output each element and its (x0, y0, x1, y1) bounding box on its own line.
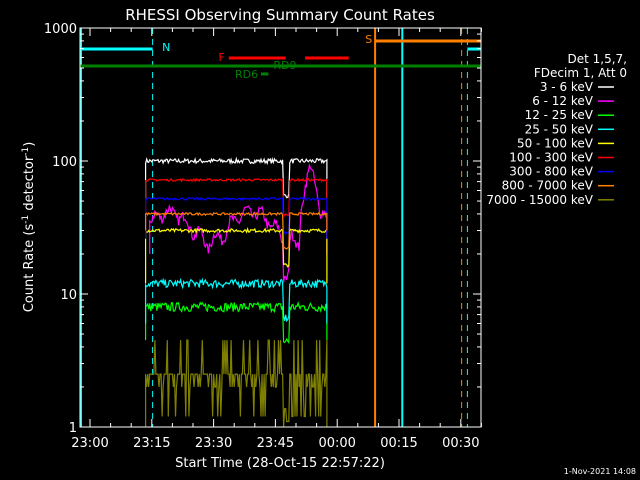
series-line-7 (145, 211, 328, 250)
footer-date: 1-Nov-2021 14:08 (564, 467, 636, 476)
series-line-8 (145, 339, 328, 428)
series-line-3 (145, 277, 328, 324)
series-line-6 (145, 196, 328, 239)
series-line-4 (145, 227, 328, 284)
x-axis-label: Start Time (28-Oct-15 22:57:22) (175, 456, 385, 471)
legend-label: 7000 - 15000 keV (486, 193, 593, 207)
series-line-0 (145, 156, 328, 199)
legend-header-decimation: FDecim 1, Att 0 (534, 66, 627, 80)
annotation-label: F (219, 51, 225, 64)
legend-label: 3 - 6 keV (540, 80, 594, 94)
series-line-2 (145, 300, 328, 345)
x-tick-label: 00:00 (318, 436, 355, 451)
x-tick-label: 00:30 (442, 436, 479, 451)
annotation-label: S (365, 33, 372, 46)
legend-label: 100 - 300 keV (509, 151, 593, 165)
legend-header-detectors: Det 1,5,7, (568, 52, 628, 66)
annotation-label: RD6 (235, 68, 258, 81)
series-line-1 (149, 162, 328, 283)
legend-label: 800 - 7000 keV (502, 179, 594, 193)
x-tick-label: 23:45 (257, 436, 294, 451)
series-line-5 (145, 177, 328, 235)
annotation-label: N (162, 41, 170, 54)
x-tick-label: 00:15 (380, 436, 417, 451)
x-tick-label: 23:30 (195, 436, 232, 451)
y-tick-label: 1000 (44, 22, 77, 37)
legend-label: 6 - 12 keV (532, 94, 594, 108)
y-tick-label: 10 (60, 288, 77, 303)
chart-title: RHESSI Observing Summary Count Rates (125, 6, 435, 24)
x-tick-label: 23:00 (71, 436, 108, 451)
x-tick-label: 23:15 (133, 436, 170, 451)
plot-frame (79, 27, 482, 428)
legend-label: 25 - 50 keV (525, 122, 594, 136)
legend-label: 50 - 100 keV (517, 136, 594, 150)
annotation-label: RD9 (273, 59, 296, 72)
y-tick-label: 1 (69, 421, 77, 436)
legend-label: 12 - 25 keV (525, 108, 594, 122)
y-axis-label: Count Rate (s-1 detector-1) (21, 142, 37, 313)
legend-label: 300 - 800 keV (509, 165, 593, 179)
y-tick-label: 100 (52, 155, 77, 170)
